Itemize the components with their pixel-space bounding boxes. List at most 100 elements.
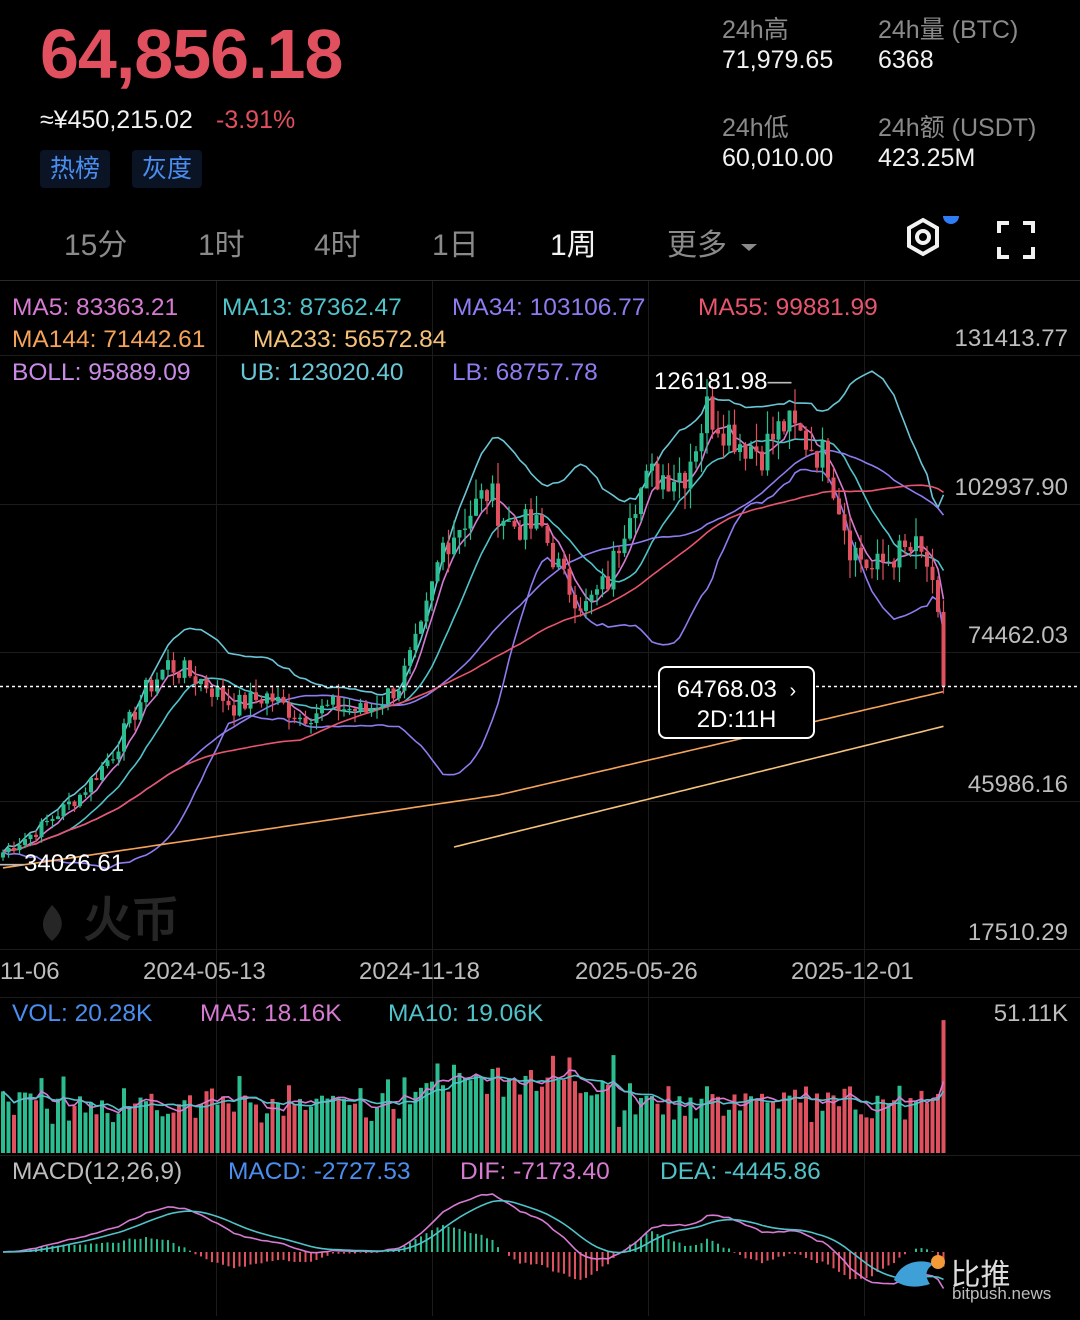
candle-body — [259, 699, 264, 704]
volume-bar — [727, 1109, 731, 1153]
ma34-label: MA34: 103106.77 — [452, 294, 646, 321]
volume-bar — [166, 1113, 170, 1153]
volume-bar — [50, 1123, 55, 1153]
candle-body — [749, 446, 753, 459]
candle-body — [144, 679, 148, 703]
candle-body — [848, 530, 852, 561]
candle-body — [545, 525, 550, 543]
divider — [0, 280, 1080, 281]
volume-bar — [776, 1108, 781, 1153]
candle-body — [622, 538, 627, 554]
candle-body — [166, 660, 170, 670]
volume-bar — [842, 1088, 847, 1153]
volume-bar — [622, 1110, 627, 1153]
volume-24h-label: 24h量 (BTC) — [878, 16, 1019, 44]
volume-bar — [474, 1075, 478, 1153]
volume-bar — [364, 1117, 368, 1153]
volume-bar — [496, 1067, 500, 1153]
tab-15m[interactable]: 15分 — [64, 229, 128, 262]
candle-body — [221, 686, 225, 701]
volume-bar — [468, 1080, 473, 1153]
upper-band-line — [2, 370, 945, 853]
volume-bar — [809, 1122, 814, 1153]
candle-body — [842, 514, 847, 531]
candle-body — [496, 483, 500, 526]
volume-bar — [133, 1103, 137, 1153]
candle-body — [408, 650, 412, 666]
volume-bar — [276, 1102, 280, 1153]
tab-1d[interactable]: 1日 — [432, 229, 479, 262]
volume-bar — [743, 1093, 748, 1153]
candle-body — [837, 498, 841, 515]
volume-bar — [116, 1113, 121, 1153]
volume-bar — [903, 1119, 907, 1153]
volume-bar — [749, 1096, 753, 1153]
high-marker: 126181.98— — [654, 368, 792, 395]
chart-settings-button[interactable] — [900, 208, 964, 269]
current-price-value: 64768.03 › — [676, 676, 797, 703]
candle-body — [925, 551, 929, 567]
volume-bar — [331, 1095, 335, 1153]
volume-bar — [606, 1084, 610, 1153]
ma55-label: MA55: 99881.99 — [698, 294, 878, 321]
volume-bar — [507, 1078, 511, 1153]
candle-body — [397, 690, 401, 699]
candle-body — [639, 488, 643, 515]
ma13-line — [2, 438, 945, 854]
current-price-tag[interactable]: 64768.03 › 2D:11H — [658, 666, 815, 739]
volume-bar — [34, 1100, 38, 1153]
volume-bar — [732, 1094, 737, 1153]
volume-chart[interactable] — [0, 998, 1080, 1155]
volume-bar — [287, 1085, 291, 1153]
volume-bar — [628, 1083, 632, 1153]
candle-body — [485, 490, 489, 502]
candle-body — [611, 550, 616, 590]
volume-ma10-label: MA10: 19.06K — [388, 1000, 544, 1027]
volume-bar — [787, 1095, 792, 1153]
candle-body — [606, 576, 610, 590]
candle-body — [243, 694, 247, 709]
candle-body — [61, 804, 66, 817]
candle-body — [237, 694, 242, 716]
candle-body — [430, 581, 434, 601]
candle-body — [358, 703, 363, 712]
fullscreen-button[interactable] — [996, 220, 1036, 265]
candle-body — [182, 660, 187, 678]
tag-hot-list[interactable]: 热榜 — [40, 150, 111, 188]
candlestick-chart[interactable] — [0, 281, 1080, 949]
volume-bar — [633, 1114, 638, 1153]
candle-body — [815, 451, 819, 468]
candle-body — [419, 621, 423, 634]
tab-1h[interactable]: 1时 — [198, 229, 245, 262]
candle-body — [617, 550, 621, 554]
volume-bar — [56, 1098, 60, 1153]
candle-body — [149, 679, 154, 692]
volume-bar — [716, 1096, 720, 1153]
candle-body — [534, 515, 539, 529]
volume-bar — [688, 1097, 693, 1153]
volume-bar — [804, 1086, 808, 1153]
macd-chart[interactable] — [0, 1156, 1080, 1320]
macd-dea-label: DEA: -4445.86 — [660, 1158, 821, 1185]
volume-bar — [6, 1101, 11, 1153]
tab-1w[interactable]: 1周 — [550, 229, 597, 262]
grid-line — [0, 949, 1080, 950]
tab-4h[interactable]: 4时 — [314, 229, 361, 262]
grid-line — [0, 652, 1080, 653]
candle-body — [6, 847, 11, 853]
low-24h-label: 24h低 — [722, 114, 789, 142]
candle-body — [512, 520, 517, 527]
candle-body — [936, 580, 940, 612]
grid-line — [0, 801, 1080, 802]
candle-body — [133, 711, 137, 720]
volume-bar — [589, 1095, 594, 1153]
candle-body — [23, 839, 27, 846]
tag-grayscale[interactable]: 灰度 — [132, 150, 203, 188]
candle-body — [518, 526, 522, 540]
tab-more[interactable]: 更多 — [667, 220, 759, 264]
candle-body — [501, 520, 506, 526]
candle-body — [298, 717, 302, 720]
volume-bar — [611, 1055, 616, 1153]
candle-body — [441, 542, 445, 563]
volume-bar — [892, 1100, 896, 1153]
